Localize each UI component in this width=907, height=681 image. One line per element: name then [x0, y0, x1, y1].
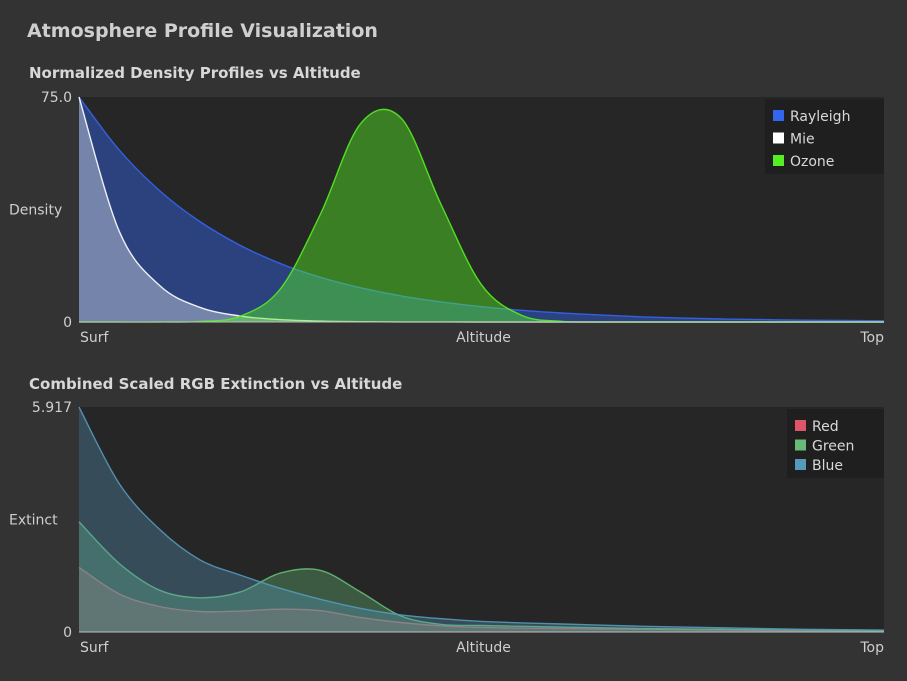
density-legend-swatch-mie [773, 132, 784, 144]
density-point-rayleigh [763, 319, 765, 321]
density-legend [765, 99, 884, 174]
extinction-x-left-label: Surf [80, 640, 110, 656]
density-point-rayleigh [602, 314, 604, 316]
density-point-mie [119, 231, 121, 233]
extinction-point-green [280, 572, 282, 574]
extinction-point-blue [441, 618, 443, 620]
extinction-point-blue [682, 626, 684, 628]
density-legend-swatch-ozone [773, 155, 784, 166]
density-x-axis-label: Altitude [456, 330, 511, 346]
extinction-point-blue [119, 483, 121, 485]
density-point-ozone [280, 288, 282, 290]
extinction-point-green [360, 591, 362, 593]
density-point-rayleigh [159, 190, 161, 192]
density-point-ozone [320, 213, 322, 215]
extinction-point-blue [521, 622, 523, 624]
density-y-max-label: 75.0 [41, 90, 72, 106]
extinction-point-blue [360, 608, 362, 610]
extinction-point-blue [883, 629, 885, 631]
extinction-legend-label-red: Red [812, 419, 839, 435]
extinction-y-min-label: 0 [63, 625, 72, 641]
extinction-chart-title: Combined Scaled RGB Extinction vs Altitu… [29, 375, 403, 393]
extinction-area-green [79, 521, 884, 632]
density-point-rayleigh [119, 149, 121, 151]
extinction-point-blue [400, 614, 402, 616]
density-point-rayleigh [642, 316, 644, 318]
density-point-rayleigh [561, 312, 563, 314]
extinction-legend-swatch-green [795, 439, 806, 451]
extinction-x-axis-label: Altitude [456, 640, 511, 656]
density-legend-label-rayleigh: Rayleigh [790, 109, 850, 125]
density-point-rayleigh [199, 221, 201, 223]
density-legend-label-ozone: Ozone [790, 154, 834, 170]
extinction-x-right-label: Top [859, 640, 884, 656]
density-point-ozone [441, 204, 443, 206]
extinction-point-blue [602, 624, 604, 626]
density-point-rayleigh [803, 319, 805, 321]
density-point-rayleigh [239, 244, 241, 246]
extinction-point-blue [159, 529, 161, 531]
extinction-point-blue [843, 629, 845, 631]
extinction-y-axis-label: Extinct [9, 513, 58, 529]
extinction-point-blue [803, 629, 805, 631]
extinction-point-blue [320, 599, 322, 601]
density-chart-title: Normalized Density Profiles vs Altitude [29, 64, 361, 82]
density-point-ozone [400, 117, 402, 119]
density-point-ozone [521, 315, 523, 317]
extinction-legend-swatch-blue [795, 459, 806, 470]
density-point-mie [199, 307, 201, 309]
density-point-mie [78, 96, 80, 98]
extinction-point-blue [199, 559, 201, 561]
extinction-y-max-label: 5.917 [32, 400, 72, 416]
extinction-legend-swatch-red [795, 420, 806, 431]
extinction-line-green [78, 521, 885, 632]
density-x-left-label: Surf [80, 330, 110, 346]
extinction-plot-area [79, 407, 884, 632]
density-y-min-label: 0 [63, 315, 72, 331]
density-point-rayleigh [843, 320, 845, 322]
density-y-axis-label: Density [9, 203, 62, 219]
density-point-mie [159, 285, 161, 287]
density-area-rayleigh [79, 97, 884, 322]
density-line-rayleigh [78, 96, 885, 322]
window-title: Atmosphere Profile Visualization [27, 20, 378, 42]
density-point-ozone [360, 123, 362, 125]
extinction-point-blue [763, 628, 765, 630]
density-point-ozone [481, 284, 483, 286]
density-area-mie [79, 97, 884, 322]
extinction-point-blue [78, 406, 80, 408]
extinction-point-blue [481, 621, 483, 623]
extinction-legend-label-green: Green [812, 439, 854, 455]
density-legend-label-mie: Mie [790, 132, 815, 148]
extinction-point-green [320, 570, 322, 572]
extinction-point-blue [722, 627, 724, 629]
density-point-rayleigh [722, 318, 724, 320]
extinction-legend-label-blue: Blue [812, 458, 843, 474]
extinction-area-blue [79, 407, 884, 632]
extinction-point-blue [280, 588, 282, 590]
extinction-point-blue [642, 626, 644, 628]
density-point-rayleigh [280, 263, 282, 265]
density-point-ozone [239, 316, 241, 318]
density-legend-swatch-rayleigh [773, 110, 784, 121]
density-point-rayleigh [682, 317, 684, 319]
extinction-line-red [78, 566, 885, 632]
extinction-point-blue [561, 623, 563, 625]
density-x-right-label: Top [859, 330, 884, 346]
extinction-line-blue [78, 406, 885, 631]
extinction-point-blue [239, 574, 241, 576]
extinction-area-red [79, 567, 884, 632]
density-point-rayleigh [521, 310, 523, 312]
